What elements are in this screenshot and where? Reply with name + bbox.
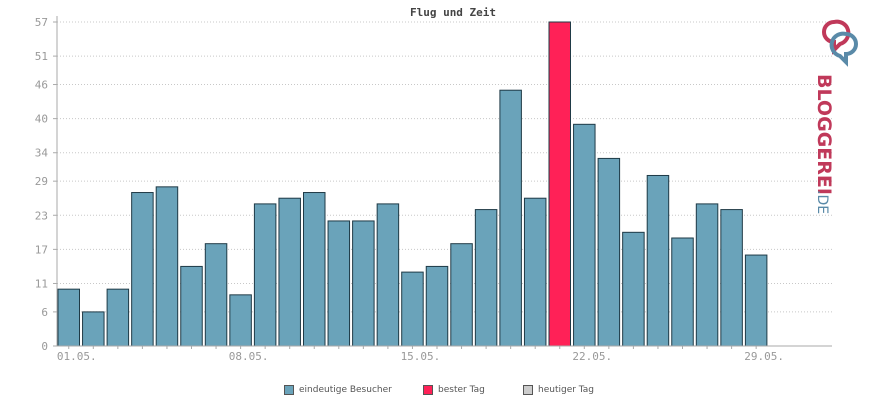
bloggerei-logo-icon bbox=[822, 19, 858, 67]
logo-bubble-blue bbox=[829, 31, 858, 67]
logo-text-main: BLOGGEREI bbox=[813, 74, 835, 195]
x-tick-label: 01.05. bbox=[57, 350, 97, 363]
bar bbox=[131, 192, 154, 347]
bloggerei-logo-text: BLOGGEREI .DE bbox=[813, 74, 835, 214]
y-tick-labels: 0 6 11 17 23 29 34 40 46 51 57 bbox=[35, 16, 57, 353]
legend-swatch-visitors bbox=[284, 385, 294, 395]
bar bbox=[425, 265, 449, 347]
y-tick-label: 57 bbox=[35, 16, 48, 29]
legend-item-best: bester Tag bbox=[423, 385, 485, 395]
bloggerei-logo: BLOGGEREI .DE bbox=[812, 16, 868, 216]
bar bbox=[523, 197, 547, 347]
bar bbox=[376, 203, 400, 347]
bar bbox=[499, 89, 522, 347]
bar bbox=[180, 265, 203, 347]
chart-title: Flug und Zeit bbox=[410, 6, 496, 19]
x-tick-label: 22.05. bbox=[572, 350, 612, 363]
legend-label-today: heutiger Tag bbox=[538, 385, 595, 395]
bar bbox=[450, 243, 473, 347]
logo-bubble-red bbox=[822, 19, 851, 55]
y-tick-label: 23 bbox=[35, 209, 48, 222]
y-tick-label: 40 bbox=[35, 113, 48, 126]
y-tick-label: 17 bbox=[35, 243, 48, 256]
bars bbox=[57, 21, 768, 347]
bar bbox=[204, 243, 228, 347]
y-tick-label: 46 bbox=[35, 79, 48, 92]
x-tick-label: 15.05. bbox=[401, 350, 441, 363]
legend-label-visitors: eindeutige Besucher bbox=[299, 385, 392, 395]
legend-item-visitors: eindeutige Besucher bbox=[284, 385, 392, 395]
y-tick-label: 34 bbox=[35, 147, 49, 160]
bar bbox=[474, 209, 498, 347]
x-tick-labels: 01.05. 08.05. 15.05. 22.05. 29.05. bbox=[57, 346, 784, 363]
x-tick-label: 29.05. bbox=[744, 350, 784, 363]
legend-label-best: bester Tag bbox=[438, 385, 485, 395]
y-tick-label: 51 bbox=[35, 50, 48, 63]
bar bbox=[401, 271, 424, 347]
logo-text-suffix: .DE bbox=[814, 190, 830, 214]
legend-item-today: heutiger Tag bbox=[523, 385, 594, 395]
bar bbox=[253, 203, 277, 347]
bar bbox=[57, 288, 80, 347]
bar bbox=[278, 197, 301, 347]
bar bbox=[106, 288, 130, 347]
bar bbox=[229, 294, 252, 347]
y-tick-label: 0 bbox=[41, 340, 48, 353]
bar bbox=[744, 254, 768, 347]
bar bbox=[303, 192, 326, 347]
legend-swatch-best bbox=[423, 385, 433, 395]
bar bbox=[155, 186, 179, 347]
bar bbox=[352, 220, 375, 347]
bar bbox=[82, 311, 105, 347]
bar-best-day bbox=[548, 21, 571, 347]
bar bbox=[597, 157, 621, 347]
bar bbox=[573, 123, 596, 347]
bar bbox=[671, 237, 694, 347]
y-tick-label: 6 bbox=[41, 306, 48, 319]
bar bbox=[720, 209, 743, 347]
bar bbox=[327, 220, 351, 347]
legend-swatch-today bbox=[523, 385, 533, 395]
y-tick-label: 29 bbox=[35, 175, 48, 188]
bar bbox=[695, 203, 719, 347]
y-tick-label: 11 bbox=[35, 277, 48, 290]
legend: eindeutige Besucher bester Tag heutiger … bbox=[0, 385, 870, 399]
bar bbox=[622, 231, 645, 347]
bar bbox=[646, 174, 670, 347]
x-tick-label: 08.05. bbox=[229, 350, 269, 363]
